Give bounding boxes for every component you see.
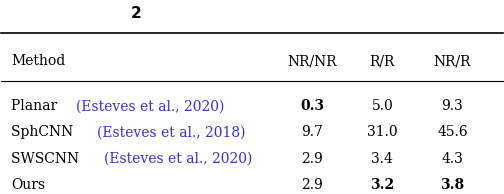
Text: Planar: Planar — [12, 99, 62, 113]
Text: 31.0: 31.0 — [367, 126, 398, 139]
Text: (Esteves et al., 2020): (Esteves et al., 2020) — [104, 152, 253, 166]
Text: 3.4: 3.4 — [371, 152, 393, 166]
Text: 2.9: 2.9 — [301, 178, 323, 192]
Text: 5.0: 5.0 — [371, 99, 393, 113]
Text: 2.9: 2.9 — [301, 152, 323, 166]
Text: 0.3: 0.3 — [300, 99, 324, 113]
Text: 9.7: 9.7 — [301, 126, 323, 139]
Text: SWSCNN: SWSCNN — [12, 152, 84, 166]
Text: 3.8: 3.8 — [440, 178, 465, 192]
Text: 2: 2 — [131, 6, 142, 21]
Text: 3.2: 3.2 — [370, 178, 395, 192]
Text: 4.3: 4.3 — [442, 152, 463, 166]
Text: NR/R: NR/R — [434, 54, 471, 68]
Text: NR/NR: NR/NR — [287, 54, 337, 68]
Text: (Esteves et al., 2020): (Esteves et al., 2020) — [77, 99, 225, 113]
Text: Method: Method — [12, 54, 66, 68]
Text: (Esteves et al., 2018): (Esteves et al., 2018) — [97, 126, 245, 139]
Text: 9.3: 9.3 — [442, 99, 463, 113]
Text: Ours: Ours — [12, 178, 45, 192]
Text: SphCNN: SphCNN — [12, 126, 78, 139]
Text: R/R: R/R — [369, 54, 395, 68]
Text: 45.6: 45.6 — [437, 126, 468, 139]
